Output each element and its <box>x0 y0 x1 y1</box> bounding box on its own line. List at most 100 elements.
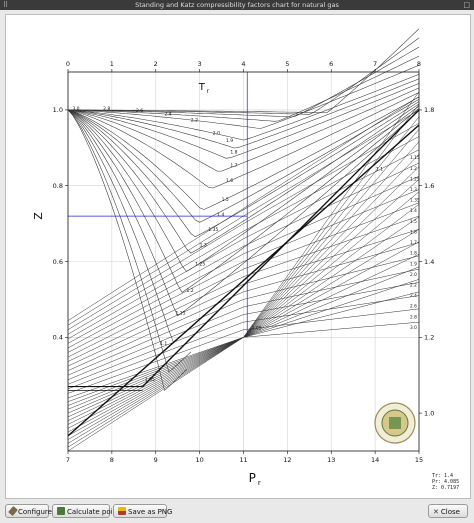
top-axis-title-sub: r <box>207 88 210 95</box>
window-title: Standing and Katz compressibility factor… <box>135 1 339 9</box>
bottom-tick-label: 8 <box>110 456 114 464</box>
high-pr-curve <box>243 216 420 338</box>
curve-label: 1.35 <box>208 227 218 233</box>
curve-label: 1.5 <box>410 219 417 225</box>
isotherm-curve <box>67 96 420 210</box>
curve-label: 1.8 <box>410 251 417 257</box>
high-pr-curve <box>67 261 244 353</box>
isotherm-curve <box>67 74 420 141</box>
curve-label: 2.4 <box>410 293 417 299</box>
high-pr-curve <box>67 314 244 385</box>
high-pr-curve <box>243 141 420 338</box>
isotherm-curve <box>67 55 420 122</box>
high-pr-curve <box>67 291 244 371</box>
top-tick-label: 4 <box>241 60 245 68</box>
bottom-tick-label: 15 <box>415 456 423 464</box>
close-icon: ✕ <box>433 508 439 516</box>
curve-label: 1.4 <box>217 212 224 218</box>
high-pr-curve <box>67 299 244 376</box>
high-pr-curve <box>243 321 420 338</box>
curve-label: 1.1 <box>160 341 167 347</box>
left-tick-label: 0.6 <box>53 258 63 266</box>
left-tick-label: 1.0 <box>53 106 63 114</box>
readout-tr: Tr: 1.4 <box>432 473 454 479</box>
close-button[interactable]: ✕ Close <box>428 504 468 518</box>
compressibility-chart[interactable]: 3.0 2.8 2.62.42.22.01.91.81.71.61.51.41.35… <box>6 15 470 498</box>
curve-label: 3.0 <box>72 106 79 112</box>
curve-label: 1.6 <box>410 229 417 235</box>
high-pr-curve <box>243 91 420 338</box>
high-pr-curve <box>243 129 420 338</box>
high-pr-curve <box>67 337 244 414</box>
bottom-tick-label: 9 <box>154 456 158 464</box>
high-pr-curve <box>67 230 244 335</box>
isotherm-curve <box>67 109 196 343</box>
close-label: Close <box>440 508 460 516</box>
top-tick-label: 3 <box>198 60 202 68</box>
high-pr-curve <box>243 229 420 285</box>
top-axis-title: T <box>198 82 206 93</box>
high-pr-curve <box>67 268 244 358</box>
high-pr-curve <box>243 204 420 338</box>
left-axis-title: Z <box>32 212 45 220</box>
high-pr-curve <box>243 162 420 247</box>
curve-label: 1.5 <box>222 197 229 203</box>
high-pr-curve <box>67 337 244 429</box>
curve-label: 3.0 <box>410 325 417 331</box>
calculate-point-button[interactable]: Calculate point <box>52 504 120 518</box>
right-tick-label: 1.0 <box>424 409 434 417</box>
high-pr-curve <box>243 175 420 255</box>
high-pr-curve <box>67 215 244 326</box>
isotherm-curve <box>68 37 420 115</box>
configure-button[interactable]: Configure <box>5 504 52 518</box>
calculate-label: Calculate point <box>67 508 120 516</box>
curve-label: 2.8 <box>103 106 110 112</box>
bottom-tick-label: 13 <box>327 456 335 464</box>
save-png-button[interactable]: Save as PNG <box>113 504 172 518</box>
top-tick-label: 7 <box>373 60 377 68</box>
high-pr-curve <box>67 337 244 418</box>
bottom-tick-label: 12 <box>283 456 291 464</box>
high-pr-curve <box>243 154 420 338</box>
curve-label: 1.6 <box>226 178 233 184</box>
high-pr-curve <box>67 337 244 402</box>
high-pr-curve <box>67 337 244 444</box>
boundary-line <box>67 124 420 437</box>
high-pr-curve <box>243 215 420 277</box>
high-pr-curve <box>243 242 420 293</box>
window-menu-icon[interactable]: ⠿ <box>3 1 9 9</box>
title-bar: ⠿ Standing and Katz compressibility fact… <box>0 0 474 10</box>
high-pr-curve <box>67 337 244 421</box>
curve-label: 1.25 <box>195 261 205 267</box>
high-pr-curve <box>243 202 420 270</box>
maximize-icon[interactable]: □ <box>463 1 470 9</box>
high-pr-curve <box>243 279 420 338</box>
high-pr-curve <box>243 179 420 338</box>
bottom-axis-title-sub: r <box>258 479 261 487</box>
isotherm-curve <box>67 109 420 317</box>
isotherm-curve <box>67 109 187 391</box>
curve-label: 1.25 <box>410 176 420 182</box>
curve-label: 2.0 <box>410 272 417 278</box>
isotherm-curve <box>67 103 420 254</box>
top-tick-label: 6 <box>329 60 333 68</box>
left-tick-label: 0.4 <box>53 334 63 342</box>
curve-label: 1.9 <box>410 261 417 267</box>
high-pr-curve <box>67 337 244 406</box>
high-pr-curve <box>243 116 420 338</box>
top-tick-label: 8 <box>417 60 421 68</box>
curve-label: 1.35 <box>410 198 420 204</box>
crosshair-readout: Tr: 1.4 Pr: 4.085 Z: 0.7197 <box>432 473 459 491</box>
right-tick-label: 1.2 <box>424 334 434 342</box>
curve-label: 2.2 <box>191 117 198 123</box>
high-pr-curve <box>67 337 244 440</box>
high-pr-curve <box>67 321 244 390</box>
high-pr-curve <box>243 308 420 330</box>
curve-label: 1.2 <box>410 166 417 172</box>
wrench-icon <box>8 506 18 516</box>
high-pr-curve <box>67 238 244 340</box>
chart-canvas[interactable]: 3.0 2.8 2.6 2.4 2.2 2.0 1.9 1.8 1.7 1.6 1.5 1.4 1.35… <box>5 14 471 499</box>
high-pr-curve <box>67 337 244 399</box>
curve-label: 2.2 <box>410 283 417 289</box>
bottom-tick-label: 11 <box>239 456 247 464</box>
